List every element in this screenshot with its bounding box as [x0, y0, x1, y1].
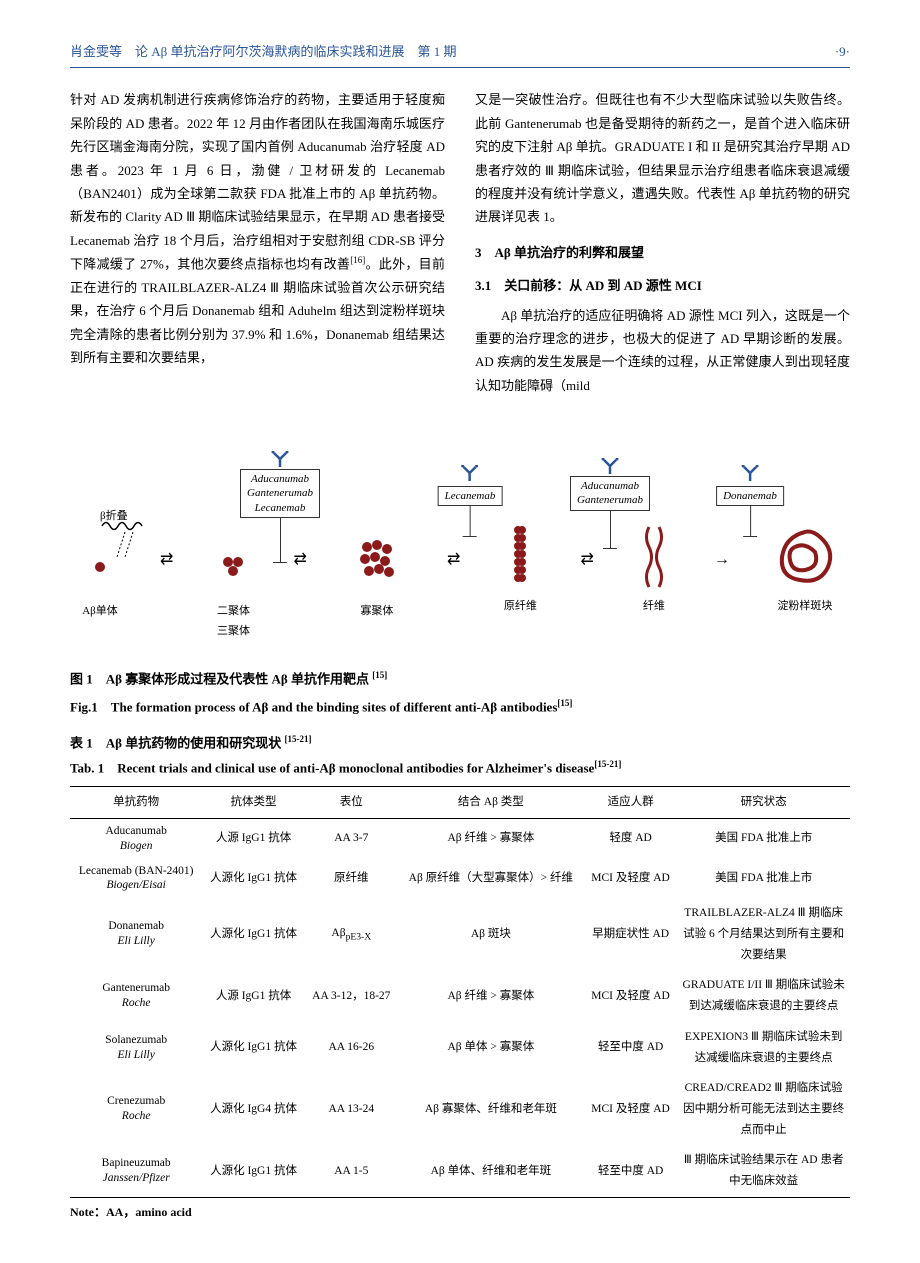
- cell-status: CREAD/CREAD2 Ⅲ 期临床试验因中期分析可能无法到达主要终点而中止: [677, 1073, 850, 1145]
- right-para-2: Aβ 单抗治疗的适应征明确将 AD 源性 MCI 列入，这既是一个重要的治疗理念…: [475, 304, 850, 398]
- cell-binding: Aβ 单体、纤维和老年斑: [398, 1145, 584, 1197]
- cell-status: TRAILBLAZER-ALZ4 Ⅲ 期临床试验 6 个月结果达到所有主要和次要…: [677, 898, 850, 970]
- arrow-icon: ⇄: [294, 546, 307, 575]
- cell-binding: Aβ 纤维 > 寡聚体: [398, 970, 584, 1021]
- body-columns: 针对 AD 发病机制进行疾病修饰治疗的药物，主要适用于轻度痴呆阶段的 AD 患者…: [70, 88, 850, 397]
- cell-binding: Aβ 寡聚体、纤维和老年斑: [398, 1073, 584, 1145]
- cell-drug: SolanezumabEli Lilly: [70, 1022, 202, 1073]
- cell-drug: GantenerumabRoche: [70, 970, 202, 1021]
- cell-epitope: AA 3-7: [305, 818, 398, 858]
- fig1-caption-zh: 图 1 Aβ 寡聚体形成过程及代表性 Aβ 单抗作用靶点 [15]: [70, 667, 850, 691]
- cell-type: 人源化 IgG1 抗体: [202, 859, 304, 899]
- header-left: 肖金雯等 论 Aβ 单抗治疗阿尔茨海默病的临床实践和进展 第 1 期: [70, 40, 457, 63]
- running-header: 肖金雯等 论 Aβ 单抗治疗阿尔茨海默病的临床实践和进展 第 1 期 ·9·: [70, 40, 850, 68]
- cell-type: 人源化 IgG1 抗体: [202, 1022, 304, 1073]
- th-binding: 结合 Aβ 类型: [398, 786, 584, 818]
- cell-status: 美国 FDA 批准上市: [677, 859, 850, 899]
- antibody-label-group: Donanemab: [716, 465, 784, 506]
- antibody-table: 单抗药物 抗体类型 表位 结合 Aβ 类型 适应人群 研究状态 Aducanum…: [70, 786, 850, 1198]
- cell-pop: 轻至中度 AD: [584, 1022, 677, 1073]
- section-3-title: 3 Aβ 单抗治疗的利弊和展望: [475, 241, 850, 264]
- figure-1-diagram: β折叠 AducanumabGantenerumabLecanemabLecan…: [70, 417, 850, 647]
- cell-drug: AducanumabBiogen: [70, 818, 202, 858]
- right-column: 又是一突破性治疗。但既往也有不少大型临床试验以失败告终。此前 Ganteneru…: [475, 88, 850, 397]
- cell-pop: 轻至中度 AD: [584, 1145, 677, 1197]
- cell-drug: CrenezumabRoche: [70, 1073, 202, 1145]
- table-row: SolanezumabEli Lilly人源化 IgG1 抗体AA 16-26A…: [70, 1022, 850, 1073]
- cell-type: 人源化 IgG1 抗体: [202, 898, 304, 970]
- stage-row: Aβ单体 ⇄ 二聚体 三聚体 ⇄ 寡聚体 ⇄ 原纤维 ⇄ 纤维 → 淀粉样斑块: [70, 522, 850, 599]
- cell-status: Ⅲ 期临床试验结果示在 AD 患者中无临床效益: [677, 1145, 850, 1197]
- arrow-icon: ⇄: [447, 546, 460, 575]
- cell-pop: 早期症状性 AD: [584, 898, 677, 970]
- antibody-label-group: Lecanemab: [438, 465, 503, 506]
- table-note: Note：AA，amino acid: [70, 1202, 850, 1224]
- cell-status: GRADUATE I/II Ⅲ 期临床试验未到达减缓临床衰退的主要终点: [677, 970, 850, 1021]
- left-para: 针对 AD 发病机制进行疾病修饰治疗的药物，主要适用于轻度痴呆阶段的 AD 患者…: [70, 88, 445, 369]
- cell-binding: Aβ 斑块: [398, 898, 584, 970]
- cell-pop: MCI 及轻度 AD: [584, 859, 677, 899]
- table-header-row: 单抗药物 抗体类型 表位 结合 Aβ 类型 适应人群 研究状态: [70, 786, 850, 818]
- cell-binding: Aβ 原纤维（大型寡聚体）> 纤维: [398, 859, 584, 899]
- stage-protofibril: 原纤维: [500, 522, 540, 599]
- cell-status: EXPEXION3 Ⅲ 期临床试验未到达减缓临床衰退的主要终点: [677, 1022, 850, 1073]
- tab1-caption-zh: 表 1 Aβ 单抗药物的使用和研究现状 [15-21]: [70, 731, 850, 755]
- th-epitope: 表位: [305, 786, 398, 818]
- tab1-caption-en: Tab. 1 Recent trials and clinical use of…: [70, 756, 850, 780]
- cell-pop: MCI 及轻度 AD: [584, 970, 677, 1021]
- antibody-icon: [270, 451, 290, 467]
- cell-type: 人源 IgG1 抗体: [202, 970, 304, 1021]
- th-type: 抗体类型: [202, 786, 304, 818]
- cell-epitope: AA 1-5: [305, 1145, 398, 1197]
- cell-type: 人源化 IgG1 抗体: [202, 1145, 304, 1197]
- stage-oligomer: 寡聚体: [347, 527, 407, 594]
- cell-drug: Lecanemab (BAN-2401)Biogen/Eisai: [70, 859, 202, 899]
- antibody-label-group: AducanumabGantenerumabLecanemab: [240, 451, 320, 518]
- cell-binding: Aβ 纤维 > 寡聚体: [398, 818, 584, 858]
- table-row: CrenezumabRoche人源化 IgG4 抗体AA 13-24Aβ 寡聚体…: [70, 1073, 850, 1145]
- antibody-icon: [740, 465, 760, 481]
- fig1-caption-en: Fig.1 The formation process of Aβ and th…: [70, 695, 850, 719]
- cell-epitope: AA 13-24: [305, 1073, 398, 1145]
- right-para-1: 又是一突破性治疗。但既往也有不少大型临床试验以失败告终。此前 Ganteneru…: [475, 88, 850, 228]
- table-row: Lecanemab (BAN-2401)Biogen/Eisai人源化 IgG1…: [70, 859, 850, 899]
- ref-16: [16]: [350, 255, 365, 265]
- th-pop: 适应人群: [584, 786, 677, 818]
- stage-fibril: 纤维: [634, 522, 674, 599]
- cell-epitope: 原纤维: [305, 859, 398, 899]
- header-page: ·9·: [835, 40, 850, 63]
- cell-type: 人源 IgG1 抗体: [202, 818, 304, 858]
- left-column: 针对 AD 发病机制进行疾病修饰治疗的药物，主要适用于轻度痴呆阶段的 AD 患者…: [70, 88, 445, 397]
- table-row: GantenerumabRoche人源 IgG1 抗体AA 3-12，18-27…: [70, 970, 850, 1021]
- arrow-icon: ⇄: [160, 546, 173, 575]
- antibody-icon: [600, 458, 620, 474]
- cell-pop: MCI 及轻度 AD: [584, 1073, 677, 1145]
- stage-monomer: Aβ单体: [80, 527, 120, 594]
- arrow-icon: ⇄: [580, 546, 593, 575]
- cell-drug: DonanemabEli Lilly: [70, 898, 202, 970]
- cell-epitope: AA 3-12，18-27: [305, 970, 398, 1021]
- cell-epitope: AβpE3-X: [305, 898, 398, 970]
- th-status: 研究状态: [677, 786, 850, 818]
- cell-type: 人源化 IgG4 抗体: [202, 1073, 304, 1145]
- cell-binding: Aβ 单体 > 寡聚体: [398, 1022, 584, 1073]
- antibody-icon: [460, 465, 480, 481]
- table-row: DonanemabEli Lilly人源化 IgG1 抗体AβpE3-XAβ 斑…: [70, 898, 850, 970]
- th-drug: 单抗药物: [70, 786, 202, 818]
- cell-status: 美国 FDA 批准上市: [677, 818, 850, 858]
- stage-dimer: 二聚体 三聚体: [213, 527, 253, 594]
- cell-epitope: AA 16-26: [305, 1022, 398, 1073]
- cell-pop: 轻度 AD: [584, 818, 677, 858]
- subsection-3-1-title: 3.1 关口前移：从 AD 到 AD 源性 MCI: [475, 274, 850, 297]
- table-row: AducanumabBiogen人源 IgG1 抗体AA 3-7Aβ 纤维 > …: [70, 818, 850, 858]
- table-row: BapineuzumabJanssen/Pfizer人源化 IgG1 抗体AA …: [70, 1145, 850, 1197]
- arrow-icon: →: [714, 546, 730, 575]
- cell-drug: BapineuzumabJanssen/Pfizer: [70, 1145, 202, 1197]
- stage-plaque: 淀粉样斑块: [770, 522, 840, 599]
- antibody-label-group: AducanumabGantenerumab: [570, 458, 650, 511]
